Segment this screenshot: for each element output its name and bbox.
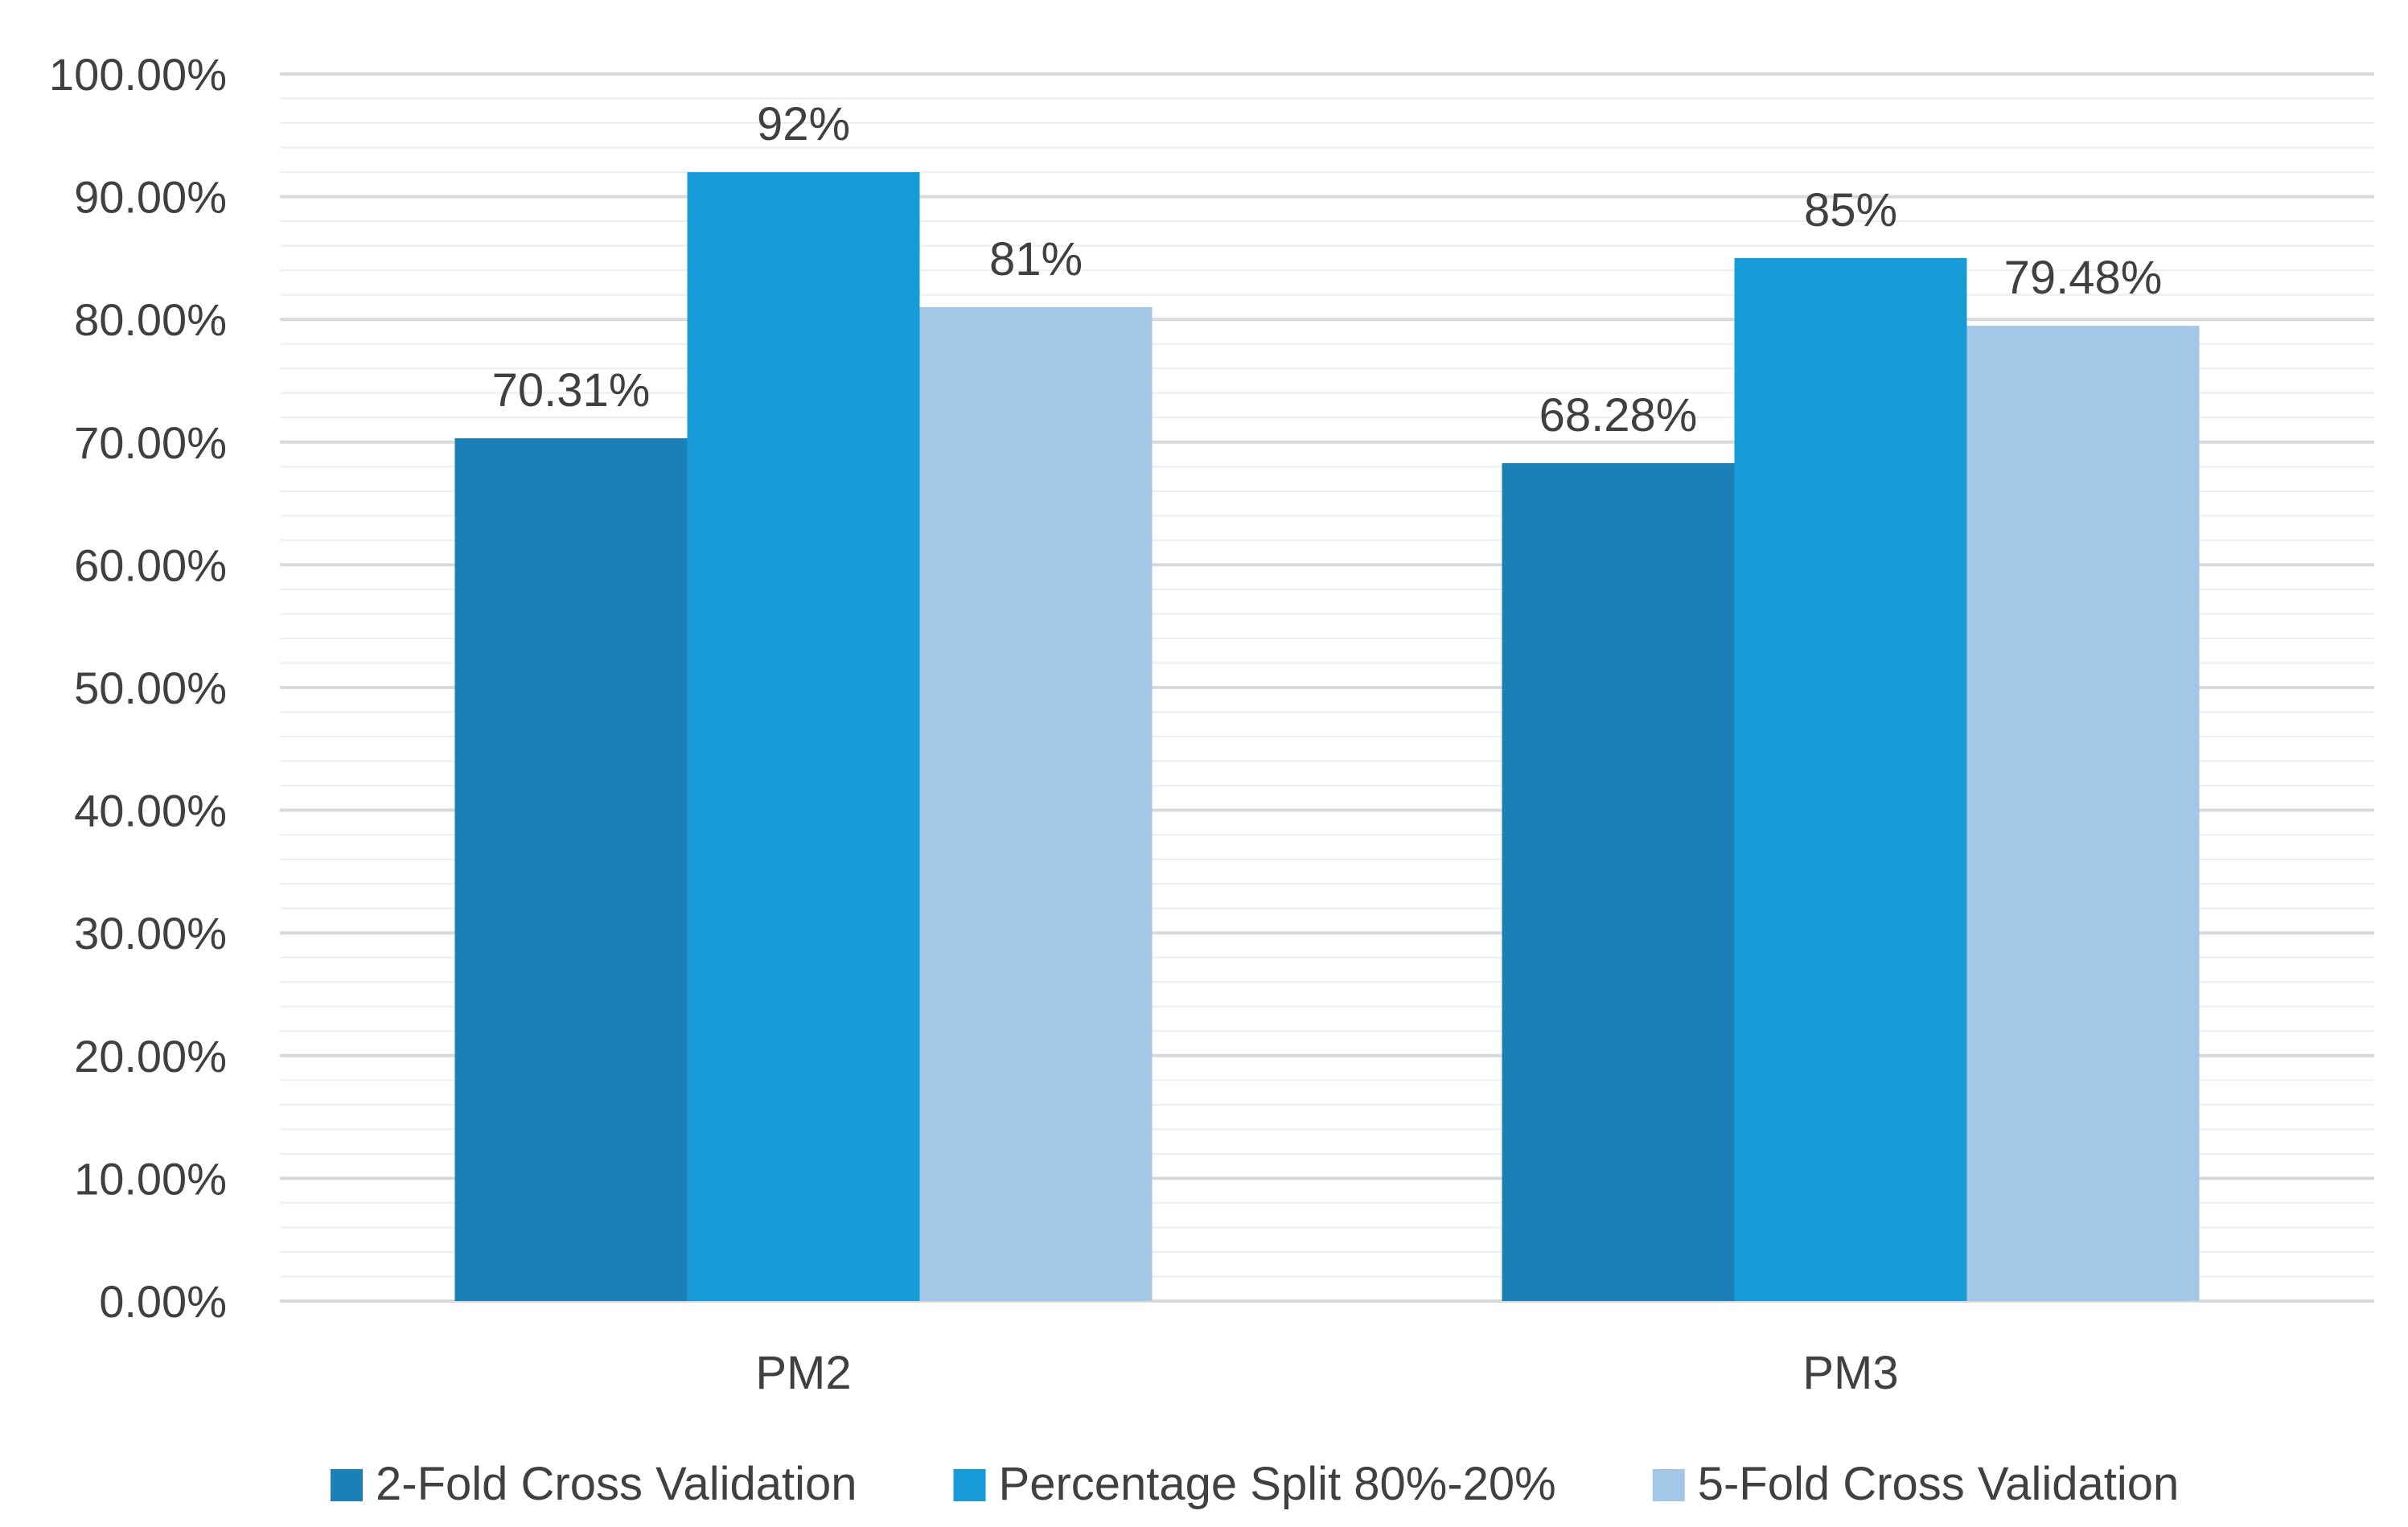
- legend-swatch: [331, 1469, 363, 1501]
- x-axis: PM2 PM3: [755, 1347, 1898, 1399]
- y-tick-label: 80.00%: [74, 294, 227, 345]
- bars: [454, 172, 2200, 1302]
- data-label: 81%: [989, 233, 1083, 285]
- y-tick-label: 70.00%: [74, 417, 227, 468]
- bar-pm3-series-3: [1966, 326, 2200, 1301]
- x-category-label: PM3: [1802, 1347, 1898, 1399]
- data-label: 85%: [1804, 184, 1897, 236]
- legend-swatch: [1652, 1469, 1685, 1501]
- bar-pm3-series-2: [1734, 257, 1967, 1301]
- legend-item[interactable]: Percentage Split 80%-20%: [953, 1458, 1556, 1510]
- legend-label: 5-Fold Cross Validation: [1698, 1458, 2180, 1510]
- y-tick-label: 10.00%: [74, 1153, 227, 1204]
- y-tick-label: 0.00%: [99, 1276, 227, 1327]
- bar-pm2-series-1: [454, 438, 688, 1302]
- data-label: 68.28%: [1539, 389, 1698, 441]
- y-axis-tick-labels: 0.00% 10.00% 20.00% 30.00% 40.00% 50.00% 60.00…: [49, 49, 227, 1327]
- y-tick-label: 20.00%: [74, 1031, 227, 1082]
- data-labels: 70.31% 92% 81% 68.28% 85% 79.48%: [492, 98, 2163, 441]
- legend-label: Percentage Split 80%-20%: [999, 1458, 1556, 1510]
- bar-pm3-series-1: [1502, 463, 1735, 1302]
- y-tick-label: 90.00%: [74, 172, 227, 223]
- legend-item[interactable]: 5-Fold Cross Validation: [1652, 1458, 2180, 1510]
- y-tick-label: 30.00%: [74, 908, 227, 958]
- bar-pm2-series-2: [687, 172, 920, 1302]
- legend-label: 2-Fold Cross Validation: [376, 1458, 857, 1510]
- data-label: 92%: [757, 98, 850, 150]
- y-tick-label: 50.00%: [74, 663, 227, 713]
- bar-pm2-series-3: [919, 306, 1153, 1302]
- legend-item[interactable]: 2-Fold Cross Validation: [331, 1458, 857, 1510]
- legend: 2-Fold Cross Validation Percentage Split …: [331, 1458, 2179, 1510]
- y-tick-label: 100.00%: [49, 49, 227, 100]
- y-tick-label: 60.00%: [74, 540, 227, 590]
- data-label: 70.31%: [492, 364, 651, 417]
- x-category-label: PM2: [755, 1347, 851, 1399]
- legend-swatch: [953, 1469, 986, 1501]
- y-tick-label: 40.00%: [74, 786, 227, 836]
- data-label: 79.48%: [2004, 252, 2163, 304]
